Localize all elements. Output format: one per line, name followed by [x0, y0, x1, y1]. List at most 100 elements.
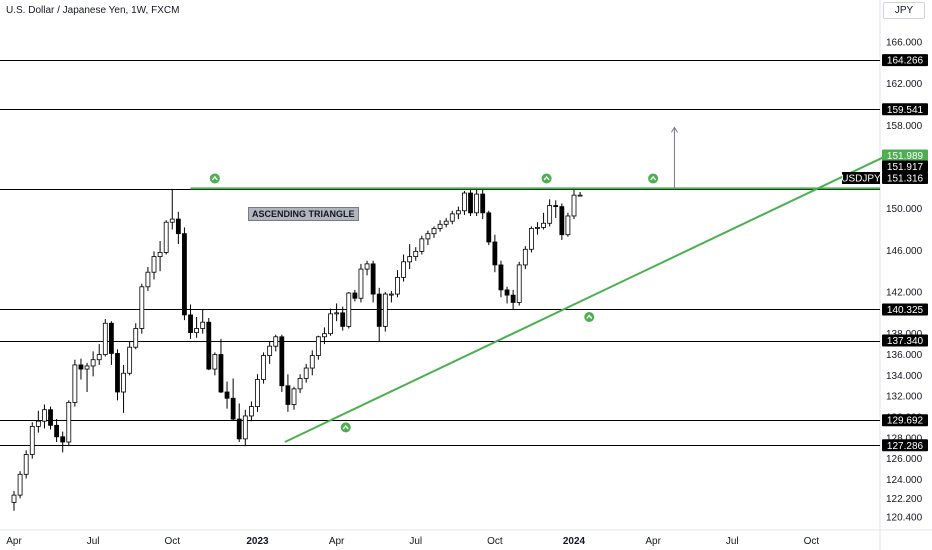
candle-up	[443, 218, 449, 228]
price-label-bg	[882, 149, 928, 162]
price-label-level: 129.692	[882, 414, 928, 427]
candle-body	[42, 409, 47, 422]
candle-body	[188, 314, 193, 334]
candle-up	[528, 226, 534, 253]
candle-down	[230, 378, 236, 421]
candle-body	[547, 205, 553, 224]
candle-up	[388, 290, 394, 303]
candle-up	[84, 362, 90, 392]
y-tick-label: 158.000	[886, 121, 923, 132]
candle-up	[535, 222, 540, 235]
candle-body	[516, 264, 522, 303]
marker-chevron	[543, 175, 550, 181]
candle-body	[242, 415, 248, 440]
candle-up	[474, 188, 480, 216]
candle-up	[139, 283, 145, 334]
candle-down	[352, 289, 358, 302]
candle-body	[407, 256, 413, 263]
price-label-bg	[882, 160, 928, 173]
candle-up	[42, 404, 47, 429]
candle-down	[218, 338, 224, 394]
price-label-bg	[882, 414, 928, 427]
y-tick-label: 128.000	[886, 433, 923, 444]
candle-up	[96, 344, 102, 365]
candle-body	[133, 328, 139, 348]
candle-up	[455, 206, 461, 220]
candle-body	[328, 313, 333, 335]
candle-body	[309, 355, 315, 369]
candle-body	[212, 354, 218, 370]
candle-body	[291, 388, 297, 405]
candle-body	[182, 233, 187, 316]
candle-body	[121, 372, 126, 393]
candle-body	[17, 473, 23, 496]
candle-body	[236, 418, 242, 440]
y-tick-label: 132.000	[886, 392, 923, 403]
candle-up	[121, 364, 126, 413]
candle-body	[498, 264, 504, 291]
candle-body	[163, 221, 169, 253]
y-tick-label: 142.000	[886, 288, 923, 299]
currency-button[interactable]: JPY	[883, 2, 925, 19]
marker-circle	[584, 312, 595, 322]
candle-up	[541, 212, 546, 230]
resistance-touch-marker	[648, 173, 659, 184]
candle-down	[115, 349, 120, 401]
candle-down	[498, 260, 504, 298]
candle-down	[370, 260, 376, 303]
candle-body	[48, 409, 53, 426]
candle-up	[407, 244, 413, 270]
candle-body	[90, 359, 96, 367]
y-tick-label: 124.000	[886, 475, 923, 486]
price-label-level: 159.541	[882, 103, 928, 116]
price-label-level: 127.286	[882, 439, 928, 452]
candle-body	[303, 367, 309, 379]
candle-up	[267, 340, 273, 364]
candle-body	[486, 212, 492, 243]
candle-body	[455, 210, 461, 215]
candle-body	[504, 289, 510, 296]
x-tick-label: Oct	[164, 536, 180, 547]
candle-up	[23, 450, 29, 479]
x-tick-label: Apr	[329, 536, 345, 547]
candle-body	[60, 436, 66, 443]
candle-body	[29, 425, 35, 455]
target-arrow-head	[671, 126, 678, 133]
candle-up	[516, 261, 522, 306]
support-touch-marker	[584, 312, 595, 322]
candle-up	[382, 292, 388, 332]
candle-up	[413, 247, 419, 261]
candle-up	[90, 351, 96, 377]
candle-up	[425, 230, 431, 246]
candle-up	[297, 374, 303, 394]
candle-up	[66, 400, 72, 447]
y-tick-label: 136.000	[886, 350, 923, 361]
candle-up	[200, 309, 206, 334]
marker-chevron	[650, 175, 657, 181]
candle-body	[528, 228, 534, 250]
candle-body	[151, 256, 157, 273]
y-tick-label: 126.000	[886, 454, 923, 465]
candle-up	[291, 386, 297, 410]
support-trendline	[284, 151, 895, 443]
y-tick-label: 166.000	[886, 38, 923, 49]
candle-body	[267, 345, 273, 356]
candle-body	[108, 322, 114, 354]
symbol-tag: USDJPY	[841, 172, 881, 185]
candle-up	[322, 327, 327, 345]
candle-up	[127, 342, 133, 376]
candle-body	[480, 193, 486, 214]
x-tick-label: Oct	[487, 536, 503, 547]
candle-body	[194, 328, 200, 334]
price-label-bg	[882, 439, 928, 452]
x-tick-label: Oct	[804, 536, 820, 547]
candle-down	[510, 289, 516, 310]
candle-body	[157, 252, 163, 257]
candle-body	[382, 293, 388, 327]
pattern-label: ASCENDING TRIANGLE	[248, 207, 359, 221]
candle-body	[462, 192, 467, 212]
candle-body	[577, 194, 583, 197]
candle-body	[145, 271, 151, 288]
candle-body	[364, 263, 370, 270]
